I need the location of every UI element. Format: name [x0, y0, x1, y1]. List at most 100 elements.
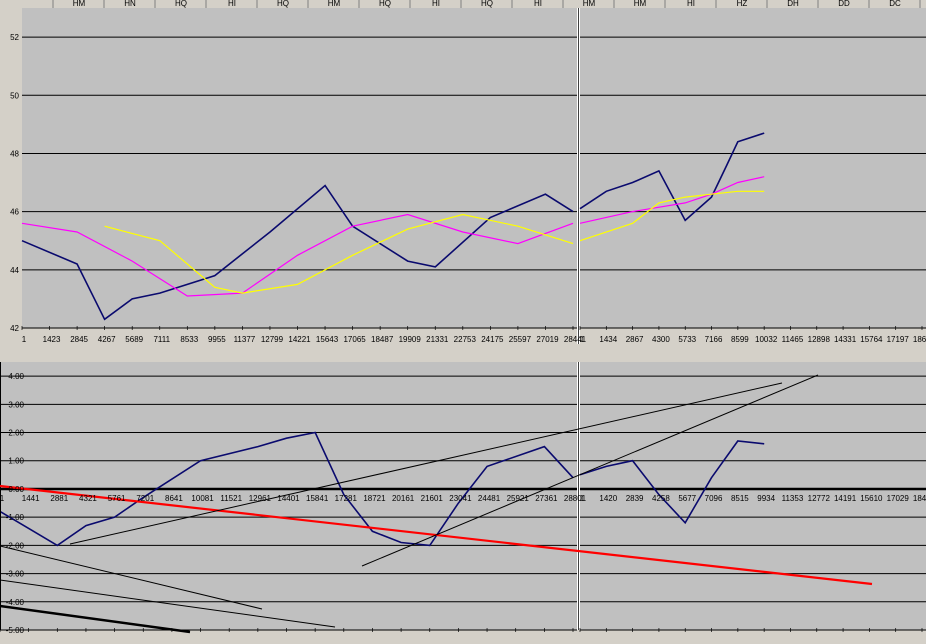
x-tick-label: 28441	[564, 335, 587, 344]
bottom-strip	[0, 630, 926, 644]
x-tick-label: 15610	[860, 494, 883, 503]
x-tick-label: 1423	[43, 335, 61, 344]
x-tick-label: 14331	[834, 335, 857, 344]
x-tick-label: 2867	[626, 335, 644, 344]
trend-line-lower-a	[0, 545, 263, 610]
x-tick-label: 7111	[153, 335, 170, 344]
y-tick-label: 4.00	[8, 372, 24, 381]
x-tick-label: 4321	[79, 494, 97, 503]
x-tick-label: 19909	[399, 335, 422, 344]
x-tick-label: 10032	[755, 335, 778, 344]
header-tab-label: HI	[687, 0, 695, 8]
header-strip	[0, 0, 926, 8]
trend-line-channel	[361, 374, 819, 567]
trend-line-lower-b	[0, 579, 336, 628]
x-tick-label: 15764	[860, 335, 883, 344]
x-tick-label: 12772	[808, 494, 831, 503]
x-tick-label: 18448	[913, 494, 926, 503]
x-tick-label: 11377	[234, 335, 256, 344]
header-tab-label: HN	[124, 0, 136, 8]
header-tab-label: HQ	[481, 0, 493, 8]
series-line-ma_yellow	[579, 190, 765, 242]
y-tick-label: 52	[10, 33, 19, 42]
x-tick-label: 7166	[705, 335, 723, 344]
x-tick-label: 24175	[481, 335, 504, 344]
x-tick-label: 1	[580, 494, 585, 503]
header-tab-label: HQ	[379, 0, 391, 8]
y-tick-label: 50	[10, 91, 19, 100]
top-xaxis-bg	[0, 328, 926, 344]
trend-line-upper	[69, 382, 783, 545]
x-tick-label: 14191	[834, 494, 857, 503]
y-tick-label: 2.00	[8, 429, 24, 438]
x-tick-label: 11521	[220, 494, 242, 503]
series-line-price	[21, 184, 574, 321]
header-tab-label: DD	[838, 0, 850, 8]
y-tick-label: 0.00	[8, 485, 24, 494]
x-tick-label: 2839	[626, 494, 644, 503]
x-tick-label: 4258	[652, 494, 670, 503]
x-tick-label: 12961	[249, 494, 272, 503]
top-yaxis-bg	[0, 8, 22, 328]
x-tick-label: 21601	[421, 494, 444, 503]
x-tick-label: 5761	[108, 494, 126, 503]
x-tick-label: 25921	[507, 494, 530, 503]
header-tab-label: HQ	[277, 0, 289, 8]
x-tick-label: 8515	[731, 494, 749, 503]
x-tick-label: 17029	[887, 494, 910, 503]
y-tick-label: 44	[10, 266, 19, 275]
header-tab-label: DH	[787, 0, 799, 8]
x-tick-label: 5689	[125, 335, 143, 344]
x-tick-label: 10081	[191, 494, 214, 503]
x-tick-label: 15841	[306, 494, 329, 503]
x-tick-label: 18487	[371, 335, 394, 344]
x-tick-label: 1420	[599, 494, 617, 503]
y-tick-label: 1.00	[8, 457, 24, 466]
x-tick-label: 5677	[678, 494, 696, 503]
panel-separator	[0, 344, 926, 362]
series-line-price	[579, 132, 765, 222]
x-tick-label: 8599	[731, 335, 749, 344]
x-tick-label: 2845	[70, 335, 88, 344]
header-tab-label: HM	[73, 0, 86, 8]
x-tick-label: 9934	[757, 494, 775, 503]
x-tick-label: 17065	[343, 335, 366, 344]
x-tick-label: 25597	[509, 335, 532, 344]
panel-bg-bottom-right	[580, 362, 926, 630]
panel-bg-top-left	[22, 8, 577, 328]
header-tab-label: HM	[583, 0, 596, 8]
x-tick-label: 17281	[335, 494, 358, 503]
x-tick-label: 27361	[535, 494, 558, 503]
header-tab-label: HM	[634, 0, 647, 8]
x-tick-label: 18721	[363, 494, 386, 503]
x-tick-label: 1	[580, 335, 585, 344]
x-tick-label: 1441	[22, 494, 40, 503]
series-line-ma_magenta	[579, 176, 765, 224]
header-tab-label: HI	[228, 0, 236, 8]
x-tick-label: 4267	[98, 335, 116, 344]
header-tab-label: HQ	[175, 0, 187, 8]
x-tick-label: 17197	[887, 335, 910, 344]
x-tick-label: 1434	[599, 335, 617, 344]
x-tick-label: 23041	[449, 494, 472, 503]
header-tab-label: HZ	[737, 0, 748, 8]
panel-bg-top-right	[580, 8, 926, 328]
x-tick-label: 12799	[261, 335, 284, 344]
header-tab-label: DC	[889, 0, 901, 8]
series-line-price	[579, 440, 765, 525]
x-tick-label: 14401	[277, 494, 300, 503]
y-tick-label: 42	[10, 324, 19, 333]
bottom-left-edge	[0, 362, 1, 630]
x-tick-label: 21331	[426, 335, 449, 344]
header-tab-label: HI	[432, 0, 440, 8]
x-tick-label: 12898	[808, 335, 831, 344]
x-tick-label: 22753	[454, 335, 477, 344]
y-tick-label: 48	[10, 149, 19, 158]
series-line-price	[0, 431, 574, 547]
y-tick-label: -2.00	[6, 541, 25, 550]
x-tick-label: 11465	[782, 335, 804, 344]
x-tick-label: 2881	[50, 494, 68, 503]
series-line-ma_yellow	[104, 213, 574, 294]
